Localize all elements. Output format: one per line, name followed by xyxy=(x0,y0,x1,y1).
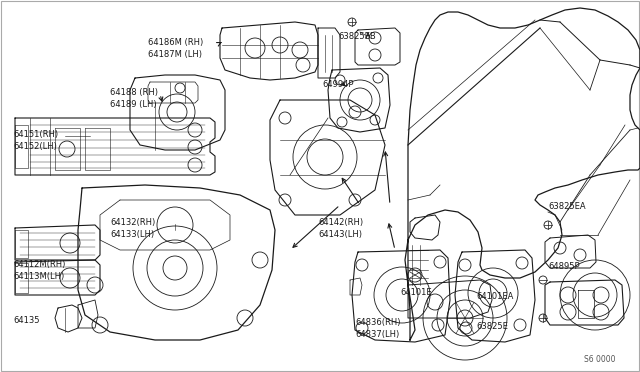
Text: 64133(LH): 64133(LH) xyxy=(110,230,154,239)
Text: 64101EA: 64101EA xyxy=(476,292,513,301)
Text: 63825EB: 63825EB xyxy=(338,32,376,41)
Text: 64151(RH): 64151(RH) xyxy=(13,130,58,139)
Text: 64837(LH): 64837(LH) xyxy=(355,330,399,339)
Text: 64836(RH): 64836(RH) xyxy=(355,318,401,327)
Text: 64132(RH): 64132(RH) xyxy=(110,218,156,227)
Text: 64101E: 64101E xyxy=(400,288,431,297)
Text: 64112M(RH): 64112M(RH) xyxy=(13,260,65,269)
Text: 64143(LH): 64143(LH) xyxy=(318,230,362,239)
Text: 64186M (RH): 64186M (RH) xyxy=(148,38,204,47)
Text: 64142(RH): 64142(RH) xyxy=(318,218,363,227)
Text: 64135: 64135 xyxy=(13,316,40,325)
Text: 64113M(LH): 64113M(LH) xyxy=(13,272,64,281)
Text: 64994P: 64994P xyxy=(322,80,353,89)
Text: 64189 (LH): 64189 (LH) xyxy=(110,100,157,109)
Text: 64187M (LH): 64187M (LH) xyxy=(148,50,202,59)
Text: S6 0000: S6 0000 xyxy=(584,356,616,365)
Text: 64152(LH): 64152(LH) xyxy=(13,142,57,151)
Text: 63825EA: 63825EA xyxy=(548,202,586,211)
Text: 64188 (RH): 64188 (RH) xyxy=(110,88,158,97)
Text: 63825E: 63825E xyxy=(476,322,508,331)
Text: 64895P: 64895P xyxy=(548,262,580,271)
